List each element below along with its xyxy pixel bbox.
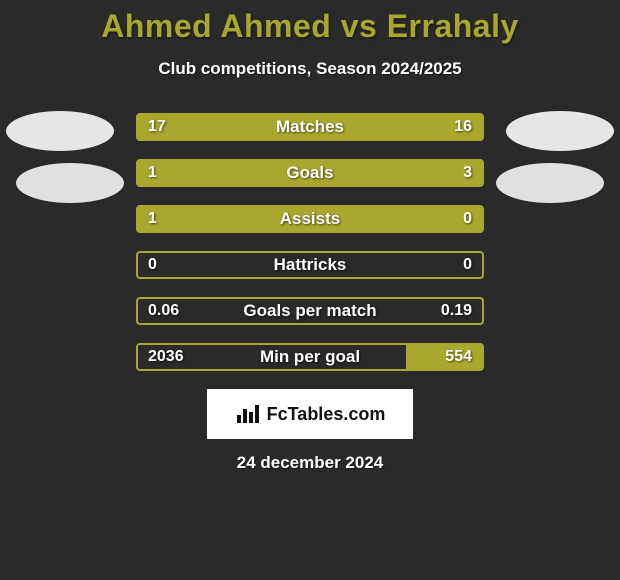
stat-label: Goals <box>138 161 482 185</box>
stat-bar: 13Goals <box>136 159 484 187</box>
stat-label: Hattricks <box>138 253 482 277</box>
comparison-infographic: Ahmed Ahmed vs Errahaly Club competition… <box>0 0 620 473</box>
stat-label: Min per goal <box>138 345 482 369</box>
stat-bar: 1716Matches <box>136 113 484 141</box>
subtitle: Club competitions, Season 2024/2025 <box>0 59 620 79</box>
stat-label: Matches <box>138 115 482 139</box>
footer-logo: FcTables.com <box>207 389 413 439</box>
bars-icon <box>235 403 261 425</box>
player-right-avatar-2 <box>496 163 604 203</box>
footer-date: 24 december 2024 <box>0 453 620 473</box>
stat-label: Goals per match <box>138 299 482 323</box>
stat-bar: 00Hattricks <box>136 251 484 279</box>
player-left-avatar-2 <box>16 163 124 203</box>
page-title: Ahmed Ahmed vs Errahaly <box>0 8 620 45</box>
stat-bar: 0.060.19Goals per match <box>136 297 484 325</box>
stat-bar: 2036554Min per goal <box>136 343 484 371</box>
player-right-avatar-1 <box>506 111 614 151</box>
player-left-avatar-1 <box>6 111 114 151</box>
bars-area: 1716Matches 13Goals 10Assists 00Hattricks 0.… <box>0 113 620 371</box>
footer-logo-text: FcTables.com <box>267 404 386 425</box>
stat-bar: 10Assists <box>136 205 484 233</box>
stat-label: Assists <box>138 207 482 231</box>
